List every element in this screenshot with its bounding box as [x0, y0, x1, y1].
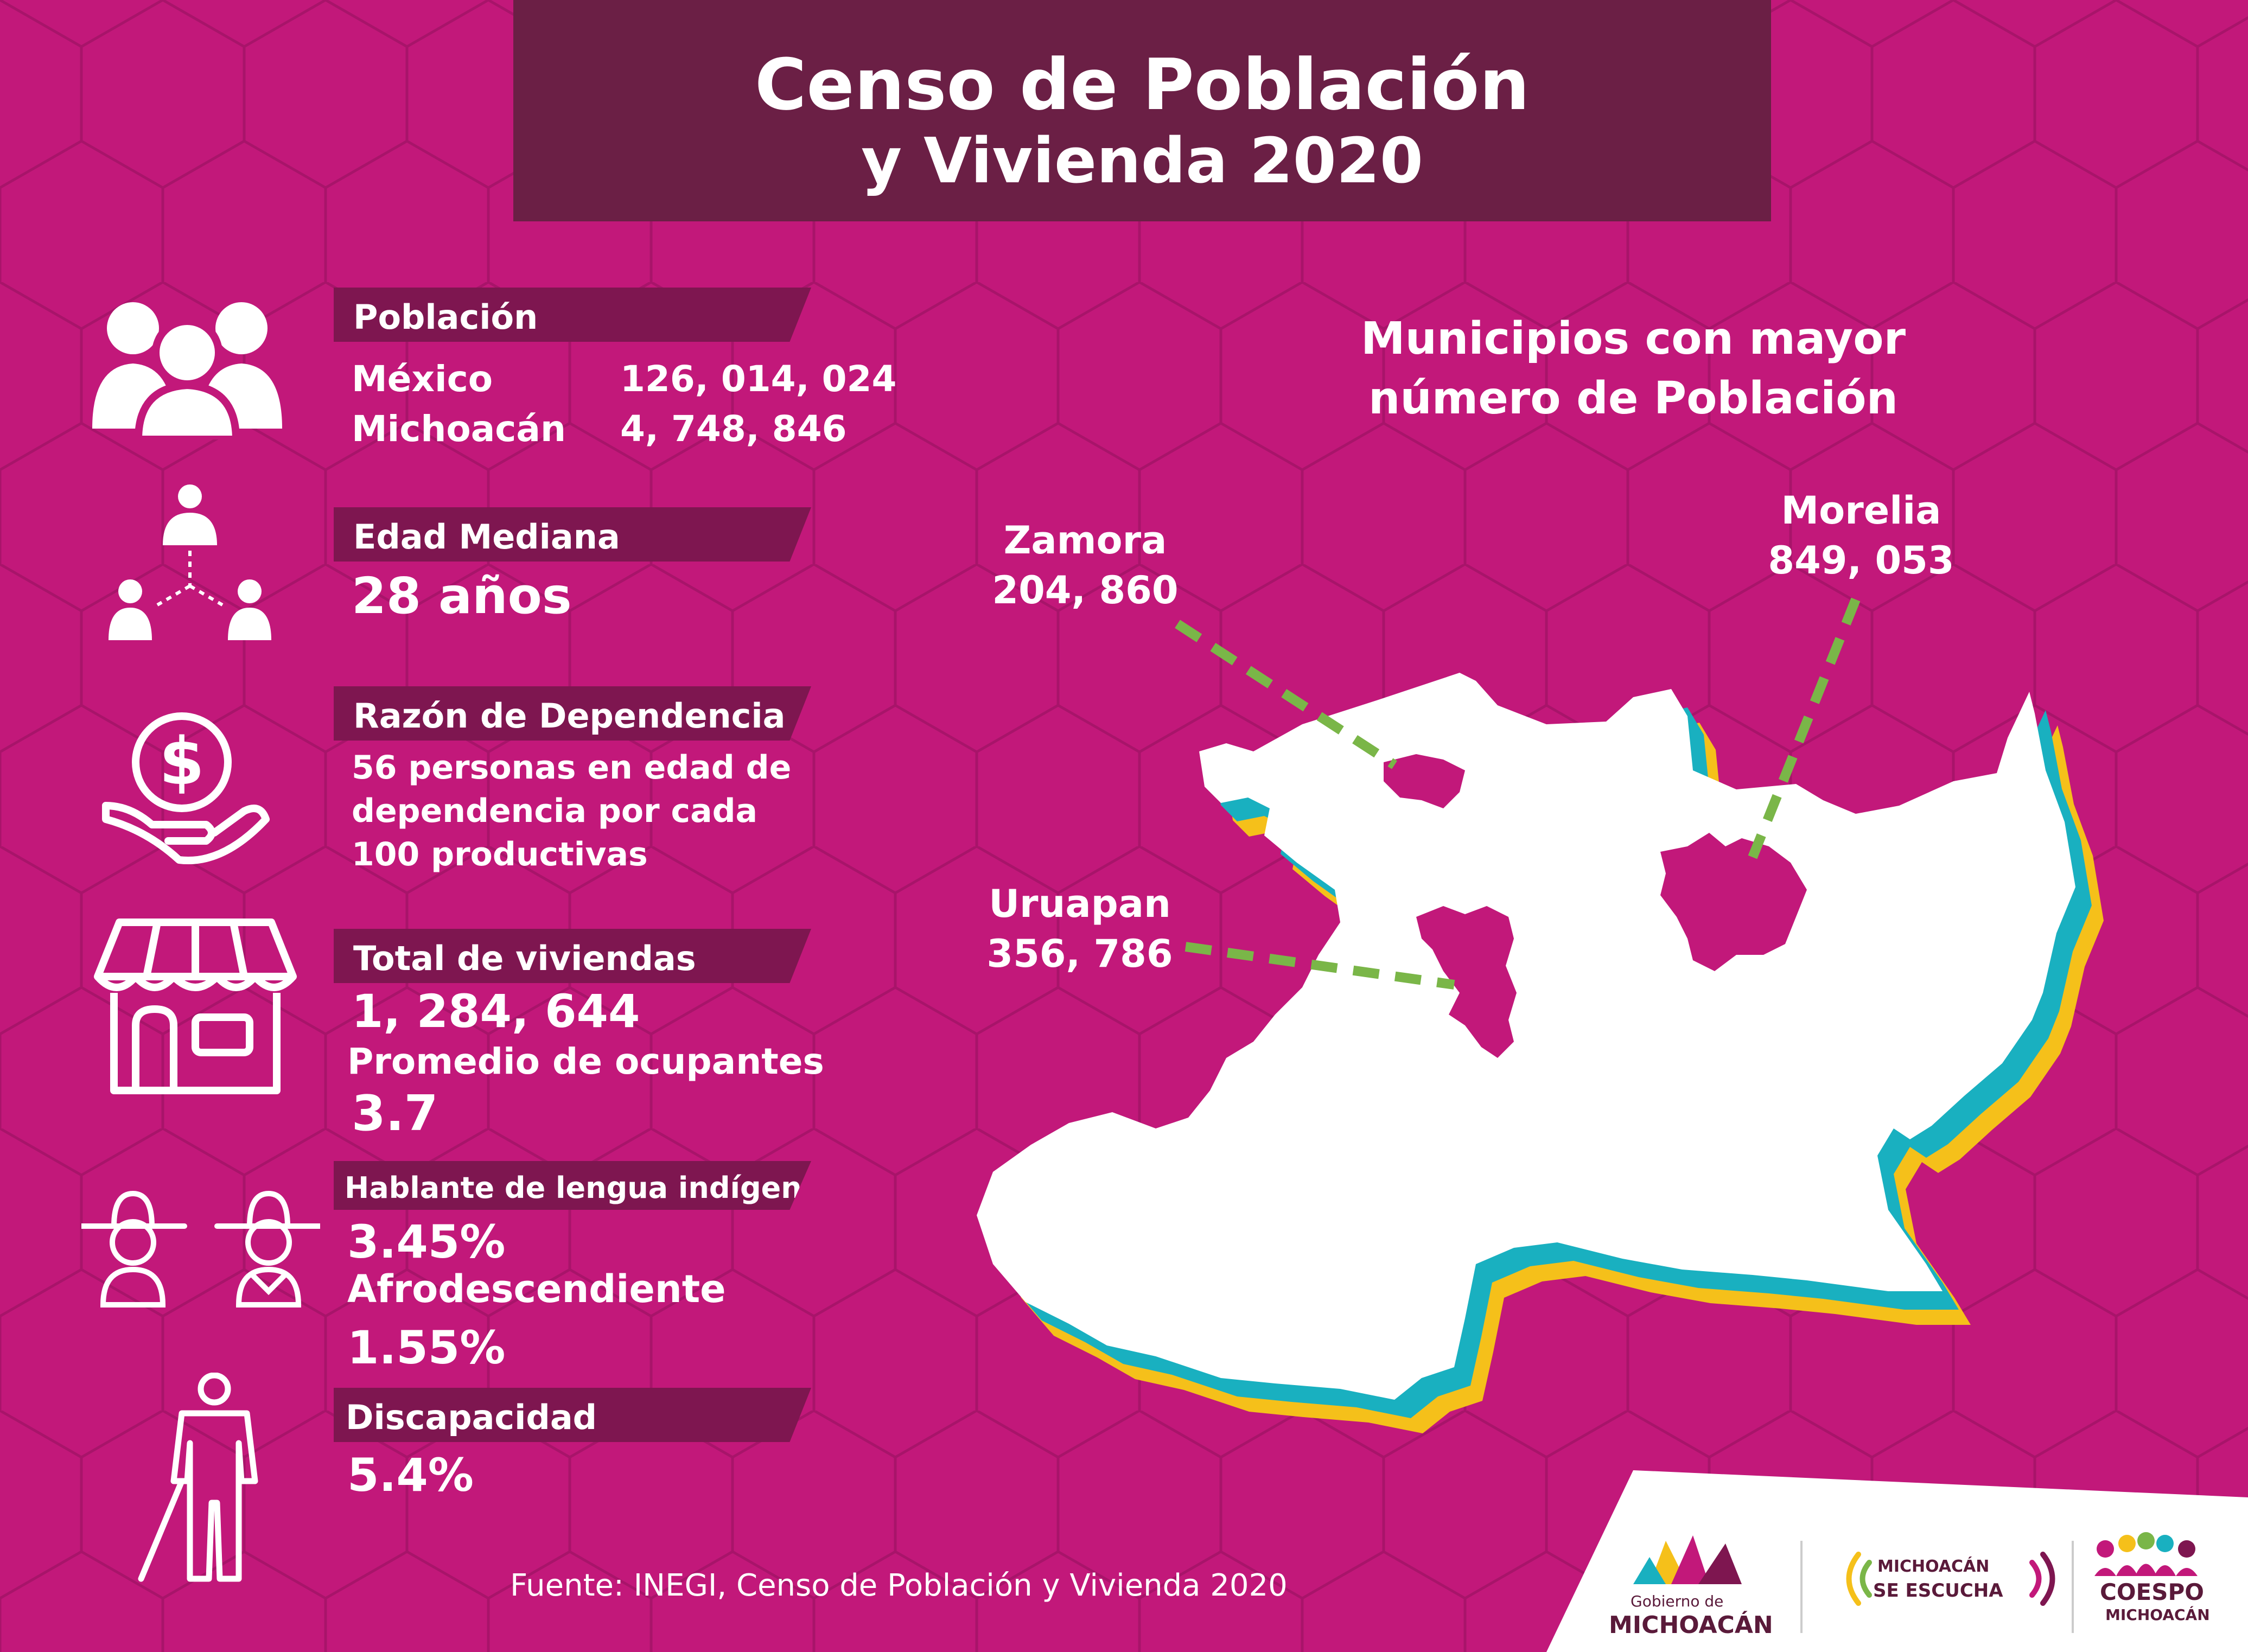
dependencia-line1: 56 personas en edad de: [352, 749, 792, 787]
dependencia-line3: 100 productivas: [352, 835, 648, 873]
uruapan-municipality: [1416, 906, 1517, 1058]
discapacidad-label: Discapacidad: [346, 1398, 597, 1437]
map-title-line2: número de Población: [1368, 373, 1898, 424]
logos-panel: [1546, 1470, 2248, 1652]
house-store-icon: [94, 919, 297, 1094]
viviendas-value: 1, 284, 644: [352, 985, 640, 1038]
city-morelia-value: 849, 053: [1768, 538, 1954, 583]
morelia-leader-line: [1748, 597, 1861, 859]
afro-label: Afrodescendiente: [347, 1267, 726, 1311]
logo2-line2: SE ESCUCHA: [1873, 1580, 2003, 1602]
people-group-icon: [92, 302, 282, 439]
svg-text:$: $: [159, 724, 205, 800]
zamora-municipality: [1384, 754, 1465, 808]
promedio-value: 3.7: [352, 1085, 438, 1142]
dependencia-label: Razón de Dependencia: [353, 696, 786, 736]
coespo-people-icon: [2094, 1532, 2198, 1576]
lengua-tag: Hablante de lengua indígena: [334, 1161, 811, 1210]
city-morelia-name: Morelia: [1781, 488, 1941, 533]
city-uruapan: Uruapan 356, 786: [977, 879, 1183, 979]
viviendas-label: Total de viviendas: [353, 939, 696, 978]
uruapan-leader-line: [1185, 942, 1455, 990]
city-uruapan-name: Uruapan: [989, 882, 1171, 926]
edad-tag: Edad Mediana: [334, 507, 811, 562]
signal-waves-icon: [1846, 1552, 2055, 1606]
zamora-leader-line: [1175, 620, 1397, 769]
city-uruapan-value: 356, 786: [986, 932, 1173, 976]
page-subtitle: y Vivienda 2020: [861, 125, 1423, 197]
poblacion-label: Población: [353, 297, 538, 337]
lengua-value: 3.45%: [347, 1215, 506, 1268]
viviendas-tag: Total de viviendas: [334, 929, 811, 983]
money-hand-icon: $: [102, 712, 270, 864]
page-title: Censo de Población: [755, 43, 1530, 126]
logo3-line1: COESPO: [2100, 1579, 2204, 1605]
source-note: Fuente: INEGI, Censo de Población y Vivi…: [510, 1568, 1288, 1603]
lengua-label: Hablante de lengua indígena: [345, 1171, 822, 1205]
promedio-label: Promedio de ocupantes: [347, 1041, 824, 1082]
map-title-line1: Municipios con mayor: [1360, 313, 1906, 365]
map-title: Municipios con mayor número de Población: [1281, 309, 1986, 429]
logo1-small: Gobierno de: [1631, 1592, 1724, 1610]
logo3-line2: MICHOACÁN: [2105, 1606, 2210, 1624]
morelia-municipality: [1660, 833, 1807, 971]
edad-value: 28 años: [352, 567, 572, 625]
afro-value: 1.55%: [347, 1321, 506, 1374]
michoacan-value: 4, 748, 846: [620, 408, 847, 450]
logo2-line1: MICHOACÁN: [1877, 1557, 1990, 1576]
dependencia-line2: dependencia por cada: [352, 792, 758, 830]
title-banner: Censo de Población y Vivienda 2020: [513, 0, 1771, 221]
median-age-icon: [109, 484, 271, 640]
disability-person-icon: [138, 1373, 258, 1582]
michoacan-label: Michoacán: [352, 408, 566, 450]
city-zamora-name: Zamora: [1003, 518, 1167, 563]
city-morelia: Morelia 849, 053: [1758, 486, 1964, 585]
indigenous-people-icon: [81, 1190, 320, 1307]
edad-label: Edad Mediana: [353, 517, 620, 557]
gobierno-michoacan-logo-icon: [1633, 1535, 1742, 1584]
discapacidad-value: 5.4%: [347, 1449, 474, 1502]
poblacion-tag: Población: [334, 288, 811, 342]
city-zamora: Zamora 204, 860: [982, 515, 1188, 615]
mexico-label: México: [352, 358, 493, 400]
city-zamora-value: 204, 860: [992, 568, 1179, 613]
discapacidad-tag: Discapacidad: [334, 1388, 811, 1442]
logo1-big: MICHOACÁN: [1609, 1611, 1773, 1639]
dependencia-tag: Razón de Dependencia: [334, 686, 811, 741]
mexico-value: 126, 014, 024: [620, 358, 897, 400]
